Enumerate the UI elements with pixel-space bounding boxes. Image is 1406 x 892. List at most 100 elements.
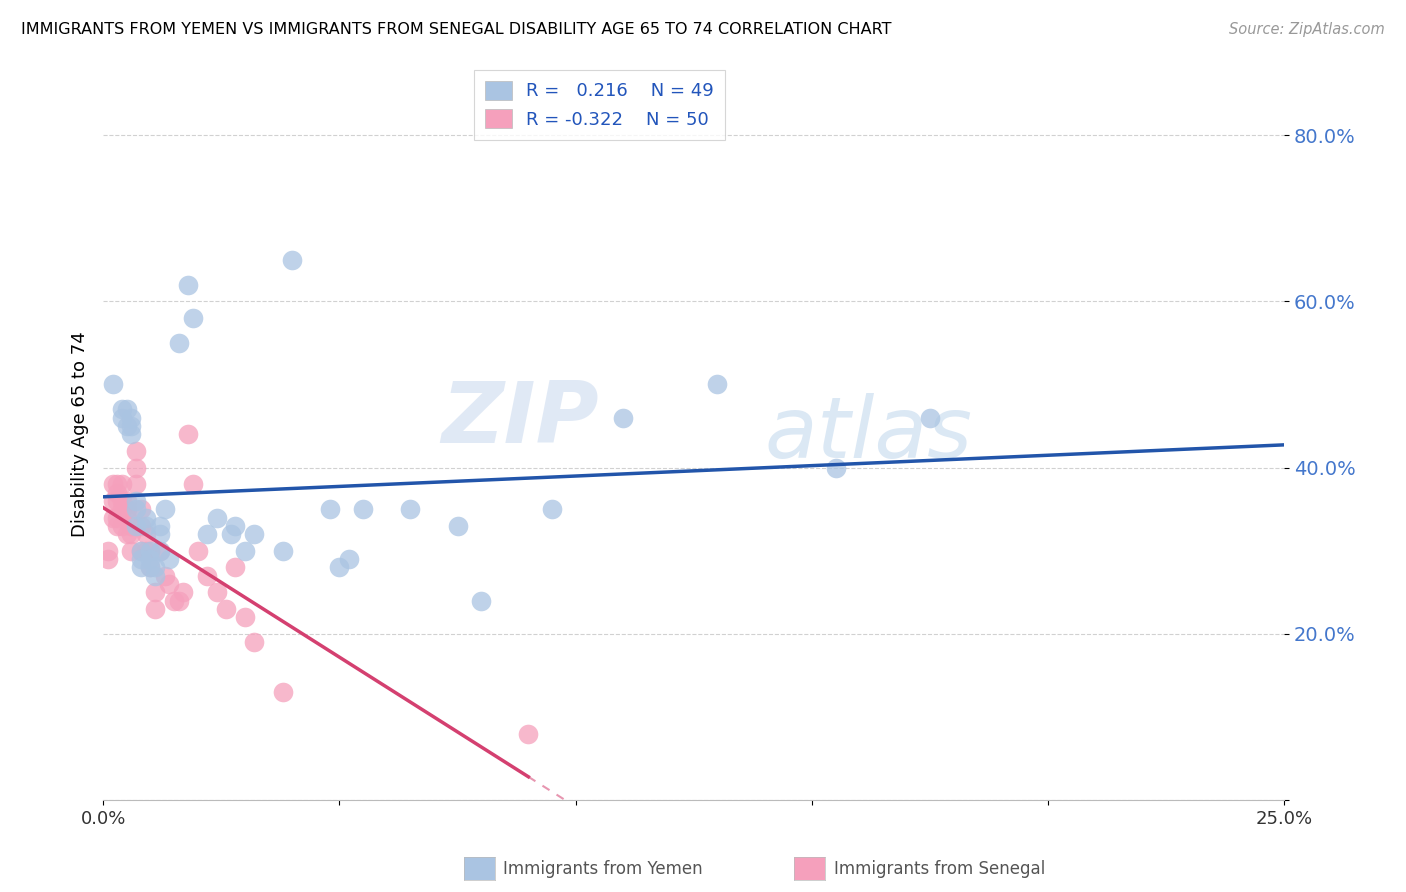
Point (97, 543, 120, 558)
Point (149, 543, 172, 558)
Point (149, 527, 172, 541)
Point (111, 502, 134, 516)
Point (352, 502, 374, 516)
Point (163, 593, 186, 607)
Point (233, 610, 256, 624)
Point (125, 444, 148, 458)
Point (135, 518, 157, 533)
Point (446, 518, 468, 533)
Point (125, 494, 148, 508)
Legend: R =   0.216    N = 49, R = -0.322    N = 50: R = 0.216 N = 49, R = -0.322 N = 50 (474, 70, 724, 140)
Point (167, 335, 190, 350)
Point (139, 543, 162, 558)
Point (115, 419, 138, 434)
Point (125, 502, 148, 516)
Point (105, 477, 128, 491)
Point (149, 518, 172, 533)
Point (181, 310, 204, 325)
Point (399, 502, 422, 516)
Point (470, 593, 492, 607)
Point (157, 552, 180, 566)
Point (243, 527, 266, 541)
Point (541, 502, 564, 516)
Point (328, 560, 350, 574)
Text: Source: ZipAtlas.com: Source: ZipAtlas.com (1229, 22, 1385, 37)
Text: Immigrants from Senegal: Immigrants from Senegal (834, 860, 1045, 878)
Point (139, 543, 162, 558)
Point (121, 419, 143, 434)
Point (105, 518, 128, 533)
Point (111, 518, 134, 533)
Point (121, 410, 143, 425)
Point (101, 494, 124, 508)
Text: Immigrants from Yemen: Immigrants from Yemen (503, 860, 703, 878)
Point (271, 543, 294, 558)
Point (337, 552, 360, 566)
Point (149, 543, 172, 558)
Point (143, 568, 166, 582)
Point (612, 410, 634, 425)
Point (187, 543, 209, 558)
Point (101, 477, 124, 491)
Point (97, 552, 120, 566)
Point (224, 560, 246, 574)
Point (125, 460, 148, 475)
Point (129, 502, 152, 516)
Point (129, 543, 152, 558)
Point (121, 543, 143, 558)
Point (224, 518, 246, 533)
Point (143, 585, 166, 599)
Point (101, 510, 124, 524)
Point (115, 402, 138, 417)
Point (115, 502, 138, 516)
Text: IMMIGRANTS FROM YEMEN VS IMMIGRANTS FROM SENEGAL DISABILITY AGE 65 TO 74 CORRELA: IMMIGRANTS FROM YEMEN VS IMMIGRANTS FROM… (21, 22, 891, 37)
Point (243, 635, 266, 649)
Point (121, 427, 143, 442)
Point (125, 518, 148, 533)
Point (181, 477, 204, 491)
Point (177, 277, 200, 292)
Point (139, 552, 162, 566)
Point (125, 477, 148, 491)
Point (706, 377, 728, 392)
Point (918, 410, 941, 425)
Point (135, 510, 157, 524)
Text: atlas: atlas (765, 392, 973, 475)
Point (143, 560, 166, 574)
Y-axis label: Disability Age 65 to 74: Disability Age 65 to 74 (72, 332, 89, 537)
Point (167, 593, 190, 607)
Point (281, 252, 304, 267)
Point (139, 560, 162, 574)
Point (319, 502, 342, 516)
Point (172, 585, 194, 599)
Point (115, 494, 138, 508)
Point (153, 568, 176, 582)
Point (271, 685, 294, 699)
Point (153, 502, 176, 516)
Point (139, 560, 162, 574)
Point (129, 543, 152, 558)
Point (219, 527, 242, 541)
Point (115, 527, 138, 541)
Point (105, 510, 128, 524)
Point (517, 727, 540, 741)
Point (111, 402, 134, 417)
Point (129, 518, 152, 533)
Text: ZIP: ZIP (441, 378, 599, 461)
Point (824, 460, 846, 475)
Point (233, 543, 256, 558)
Point (111, 494, 134, 508)
Point (105, 494, 128, 508)
Point (195, 527, 218, 541)
Point (135, 543, 157, 558)
Point (111, 477, 134, 491)
Point (177, 427, 200, 442)
Point (157, 577, 180, 591)
Point (111, 410, 134, 425)
Point (205, 510, 228, 524)
Point (205, 585, 228, 599)
Point (135, 527, 157, 541)
Point (121, 527, 143, 541)
Point (101, 377, 124, 392)
Point (129, 560, 152, 574)
